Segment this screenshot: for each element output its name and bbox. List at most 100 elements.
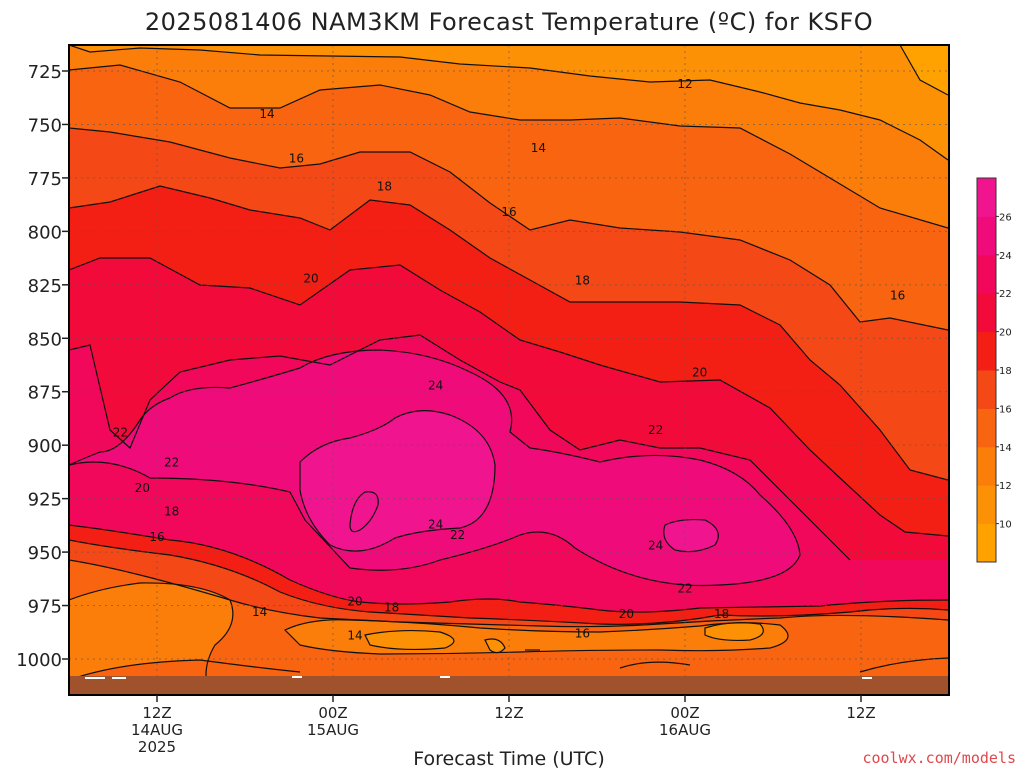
colorbar-swatch — [977, 523, 996, 563]
contour-label-text: 20 — [135, 481, 150, 495]
contour-label: 18 — [377, 179, 392, 193]
x-tick-label: 00Z — [318, 704, 347, 722]
contour-label-text: 14 — [259, 107, 274, 121]
colorbar-swatch — [977, 485, 996, 525]
contour-label: 22 — [648, 423, 663, 437]
y-tick-label: 850 — [28, 329, 62, 350]
contour-label: 18 — [164, 504, 179, 518]
contour-label-text: 18 — [164, 504, 179, 518]
contour-lines — [69, 45, 949, 695]
colorbar-label: 16 — [999, 404, 1012, 415]
contour-label-text: 22 — [677, 581, 692, 595]
contour-label-text: 20 — [619, 607, 634, 621]
contour-label: 18 — [575, 274, 590, 288]
colorbar-swatch — [977, 293, 996, 333]
contour-label-text: 14 — [252, 605, 267, 619]
colorbar-label: 22 — [999, 289, 1012, 300]
contour-label: 14 — [531, 141, 546, 155]
contour-label-text: 16 — [501, 205, 516, 219]
terrain-edge — [85, 676, 872, 679]
contour-label-text: 22 — [164, 455, 179, 469]
terrain-surface — [69, 676, 949, 695]
contour-label: 16 — [501, 205, 516, 219]
y-tick-label: 1000 — [16, 650, 62, 671]
x-tick-label: 12Z — [142, 704, 171, 722]
contour-label: 14 — [347, 628, 362, 642]
contour-label: 24 — [428, 517, 443, 531]
colorbar: 26 24 22 20 18 16 14 12 10 — [976, 177, 1012, 563]
x-tick-label: 00Z — [670, 704, 699, 722]
x-tick-label: 12Z — [846, 704, 875, 722]
colorbar-swatch — [977, 216, 996, 256]
contour-label-text: 14 — [347, 628, 362, 642]
contour-label-text: 18 — [384, 601, 399, 615]
chart-title: 2025081406 NAM3KM Forecast Temperature (… — [145, 8, 873, 36]
y-tick-label: 950 — [28, 543, 62, 564]
y-tick-label: 825 — [28, 276, 62, 297]
contour-label-text: 24 — [428, 517, 443, 531]
plot-area: 1214141616161818202022242220181624222224… — [69, 45, 949, 695]
colorbar-label: 12 — [999, 481, 1012, 492]
grid-lines — [69, 45, 949, 695]
y-axis: 725 750 775 800 825 850 875 900 925 950 975 1000 — [16, 62, 69, 671]
contour-label-text: 14 — [531, 141, 546, 155]
credit-text: coolwx.com/models — [862, 749, 1016, 767]
colorbar-label: 14 — [999, 443, 1012, 454]
contour-label: 20 — [619, 607, 634, 621]
contour-label: 22 — [677, 581, 692, 595]
colorbar-label: 24 — [999, 251, 1012, 262]
contour-label-text: 16 — [890, 289, 905, 303]
x-tick-label: 12Z — [494, 704, 523, 722]
y-tick-label: 800 — [28, 222, 62, 243]
colorbar-swatch — [977, 370, 996, 409]
contour-label-text: 24 — [428, 378, 443, 392]
contour-label: 24 — [648, 539, 663, 553]
y-tick-label: 775 — [28, 169, 62, 190]
contour-label-text: 20 — [692, 365, 707, 379]
contour-label: 20 — [692, 365, 707, 379]
colorbar-swatch — [977, 331, 996, 371]
x-tick-label: 14AUG — [131, 721, 183, 739]
contour-label: 22 — [113, 425, 128, 439]
y-tick-label: 750 — [28, 115, 62, 136]
y-tick-label: 900 — [28, 436, 62, 457]
contour-labels: 1214141616161818202022242220181624222224… — [113, 77, 906, 643]
x-tick-label: 2025 — [138, 738, 176, 756]
x-tick-label: 16AUG — [659, 721, 711, 739]
contour-label-text: 16 — [575, 626, 590, 640]
contour-label: 20 — [135, 481, 150, 495]
contour-label-text: 18 — [714, 607, 729, 621]
contour-label-text: 16 — [149, 530, 164, 544]
colorbar-label: 20 — [999, 328, 1012, 339]
y-tick-label: 725 — [28, 62, 62, 83]
contour-label-text: 18 — [377, 179, 392, 193]
x-tick-label: 15AUG — [307, 721, 359, 739]
contour-label: 18 — [714, 607, 729, 621]
contour-label: 24 — [428, 378, 443, 392]
colorbar-swatch — [977, 178, 996, 217]
contour-label-text: 22 — [450, 528, 465, 542]
contour-label-text: 16 — [289, 152, 304, 166]
contour-label-text: 22 — [648, 423, 663, 437]
contour-label: 22 — [164, 455, 179, 469]
contour-label: 16 — [289, 152, 304, 166]
contour-label: 16 — [149, 530, 164, 544]
y-tick-label: 875 — [28, 383, 62, 404]
colorbar-swatch — [977, 446, 996, 486]
warm-core-24 — [69, 350, 800, 586]
contour-label: 22 — [450, 528, 465, 542]
contour-label-text: 22 — [113, 425, 128, 439]
contour-label: 14 — [252, 605, 267, 619]
contour-label-text: 18 — [575, 274, 590, 288]
contour-label: 20 — [303, 271, 318, 285]
contour-label-text: 20 — [347, 594, 362, 608]
colorbar-label: 18 — [999, 366, 1012, 377]
colorbar-label: 10 — [999, 520, 1012, 531]
contour-label-text: 24 — [648, 539, 663, 553]
colorbar-label: 26 — [999, 212, 1012, 223]
contour-label: 16 — [890, 289, 905, 303]
x-axis-label: Forecast Time (UTC) — [413, 748, 604, 768]
contour-label-text: 20 — [303, 271, 318, 285]
